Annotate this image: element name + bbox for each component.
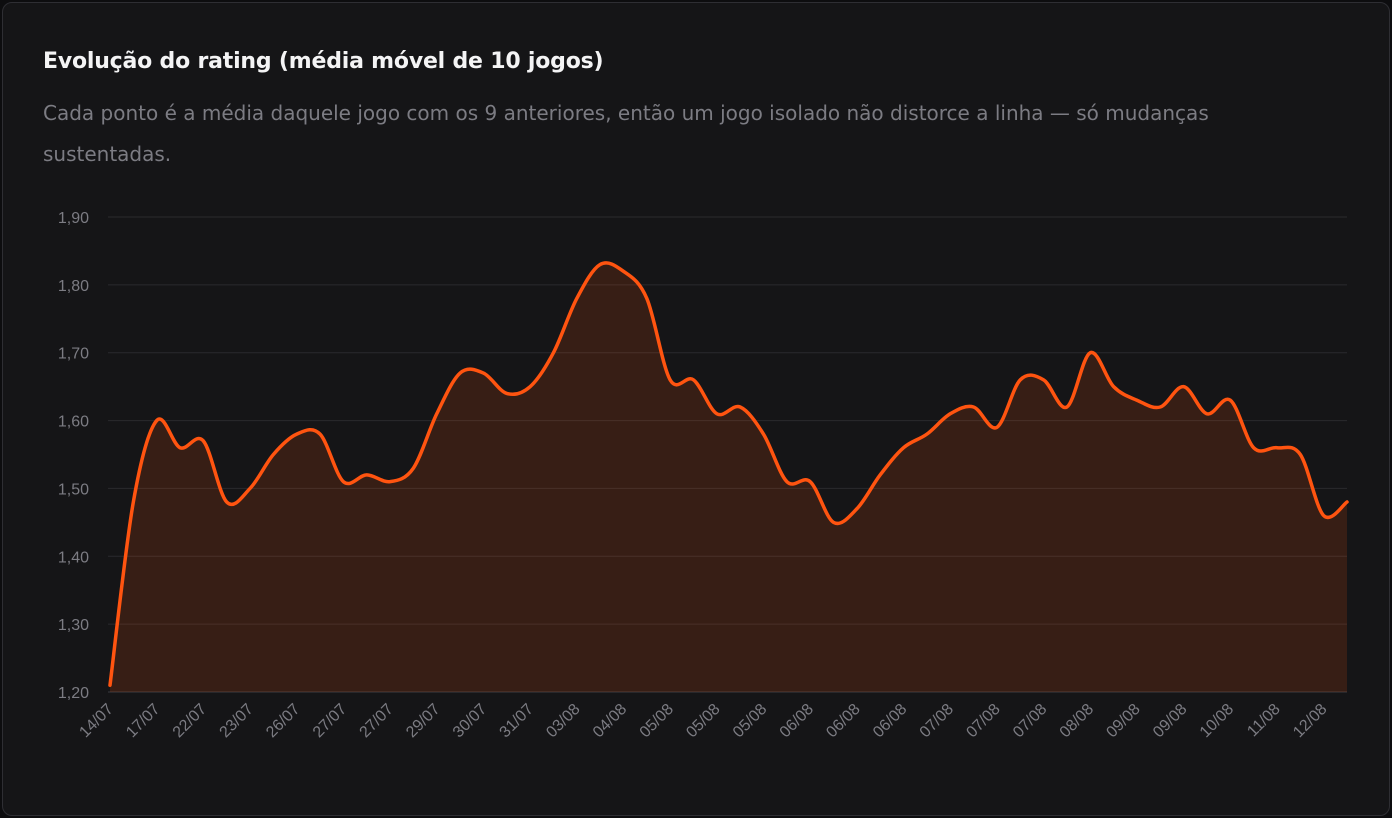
x-tick-label: 05/08 — [730, 701, 770, 741]
x-tick-label: 29/07 — [403, 701, 443, 741]
x-tick-label: 09/08 — [1150, 701, 1190, 741]
y-tick-label: 1,80 — [58, 278, 89, 295]
x-tick-label: 17/07 — [123, 701, 163, 741]
x-tick-label: 06/08 — [823, 701, 863, 741]
y-tick-label: 1,30 — [58, 617, 89, 634]
x-tick-label: 03/08 — [543, 701, 583, 741]
chart-subtitle: Cada ponto é a média daquele jogo com os… — [43, 101, 1209, 166]
x-tick-label: 05/08 — [637, 701, 677, 741]
x-tick-label: 05/08 — [683, 701, 723, 741]
y-tick-label: 1,60 — [58, 414, 89, 431]
x-tick-label: 06/08 — [777, 701, 817, 741]
y-tick-label: 1,40 — [58, 549, 89, 566]
line — [108, 261, 1349, 687]
x-tick-label: 04/08 — [590, 701, 630, 741]
x-tick-label: 11/08 — [1244, 701, 1284, 741]
x-tick-label: 22/07 — [170, 701, 210, 741]
x-tick-label: 23/07 — [217, 701, 257, 741]
x-tick-label: 27/07 — [310, 701, 350, 741]
x-tick-label: 26/07 — [263, 701, 303, 741]
x-tick-label: 07/08 — [917, 701, 957, 741]
x-tick-label: 27/07 — [357, 701, 397, 741]
y-tick-label: 1,90 — [58, 210, 89, 227]
y-tick-label: 1,20 — [58, 685, 89, 702]
area — [110, 262, 1347, 692]
y-tick-label: 1,70 — [58, 346, 89, 363]
y-tick-label: 1,50 — [58, 481, 89, 498]
x-tick-label: 08/08 — [1057, 701, 1097, 741]
x-tick-label: 06/08 — [870, 701, 910, 741]
x-tick-label: 07/08 — [1010, 701, 1050, 741]
x-tick-label: 30/07 — [450, 701, 490, 741]
x-tick-label: 07/08 — [963, 701, 1003, 741]
x-tick-label: 12/08 — [1290, 701, 1330, 741]
x-tick-label: 10/08 — [1197, 701, 1237, 741]
chart-title: Evolução do rating (média móvel de 10 jo… — [43, 49, 604, 74]
x-tick-label: 31/07 — [497, 701, 537, 741]
x-tick-label: 09/08 — [1103, 701, 1143, 741]
chart: 1,20 1,30 1,40 1,50 1,60 1,70 1,80 1,90 14/07 17/… — [58, 210, 1349, 741]
x-tick-label: 14/07 — [76, 701, 116, 741]
